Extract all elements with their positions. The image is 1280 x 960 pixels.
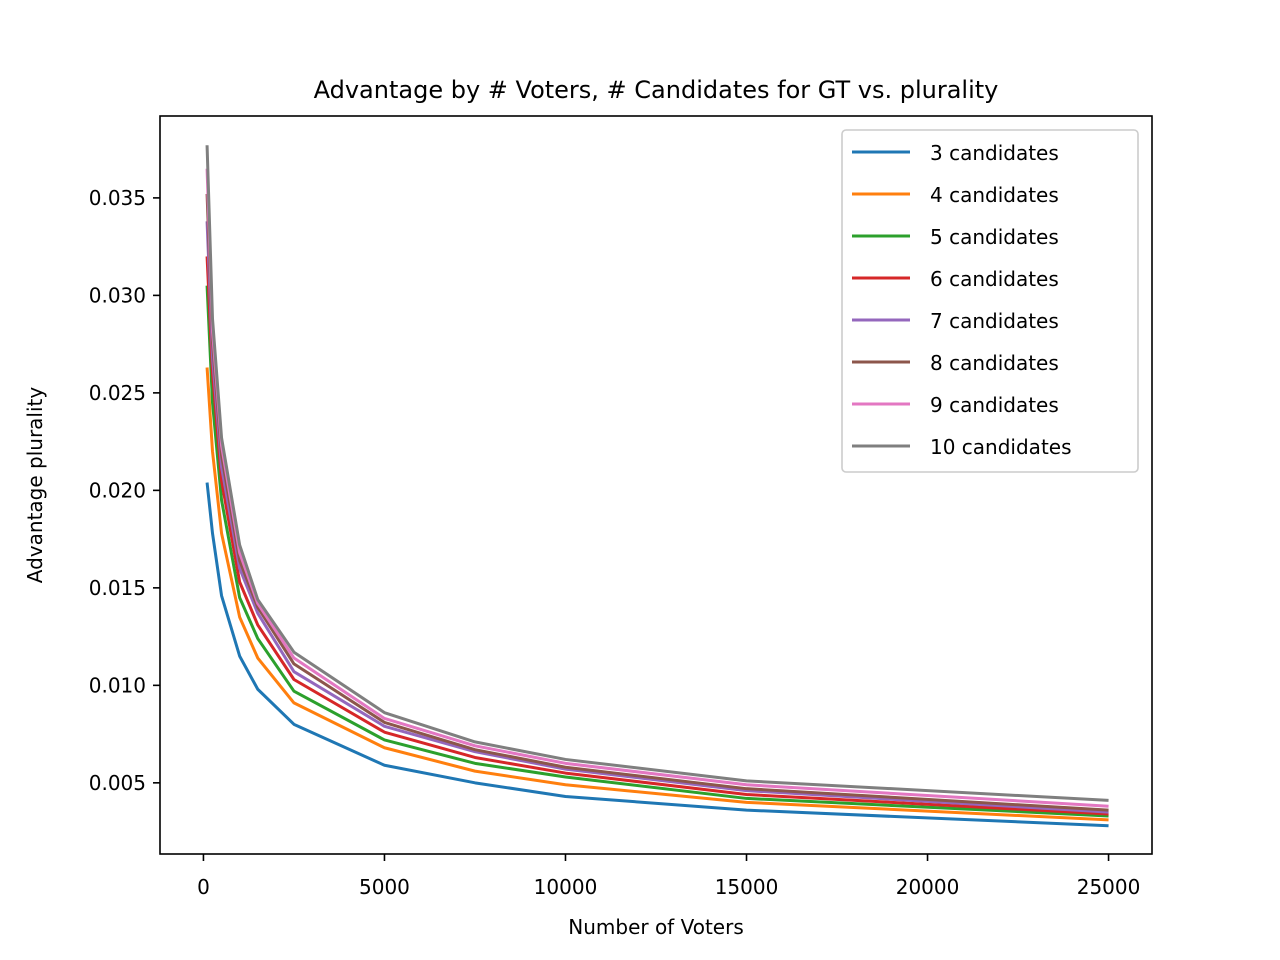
legend-box (841, 129, 1139, 473)
series-layer (205, 145, 1109, 828)
plot-frame (159, 115, 1153, 855)
legend-label: 3 candidates (930, 141, 1059, 165)
legend-label: 4 candidates (930, 183, 1059, 207)
legend-label: 8 candidates (930, 351, 1059, 375)
x-axis-label: Number of Voters (568, 915, 744, 939)
series-line-5-candidates (205, 285, 1109, 818)
y-tick-label: 0.035 (89, 186, 146, 210)
series-line-3-candidates (205, 482, 1109, 828)
chart-title: Advantage by # Voters, # Candidates for … (314, 76, 999, 104)
legend-label: 6 candidates (930, 267, 1059, 291)
legend-label: 10 candidates (930, 435, 1072, 459)
legend-items: 3 candidates 4 candidates 5 candidates 6 ca… (852, 141, 1072, 459)
x-tick-label: 10000 (534, 875, 598, 899)
y-axis: 0.005 0.010 0.015 0.020 0.025 0.030 0.035 (89, 186, 160, 795)
x-tick-label: 25000 (1077, 875, 1141, 899)
series-line-10-candidates (205, 145, 1109, 802)
x-tick-label: 0 (197, 875, 210, 899)
y-tick-label: 0.025 (89, 381, 146, 405)
x-tick-label: 15000 (715, 875, 779, 899)
y-tick-label: 0.020 (89, 478, 146, 502)
y-tick-label: 0.005 (89, 771, 146, 795)
x-tick-label: 5000 (359, 875, 410, 899)
legend-label: 7 candidates (930, 309, 1059, 333)
x-tick-label: 20000 (896, 875, 960, 899)
y-tick-label: 0.030 (89, 283, 146, 307)
series-line-4-candidates (205, 367, 1109, 822)
y-tick-label: 0.010 (89, 673, 146, 697)
legend-label: 9 candidates (930, 393, 1059, 417)
x-axis: 0 5000 10000 15000 20000 25000 (197, 854, 1140, 899)
legend-label: 5 candidates (930, 225, 1059, 249)
y-axis-label: Advantage plurality (23, 387, 47, 584)
y-tick-label: 0.015 (89, 576, 146, 600)
legend: 3 candidates 4 candidates 5 candidates 6 ca… (841, 129, 1139, 473)
